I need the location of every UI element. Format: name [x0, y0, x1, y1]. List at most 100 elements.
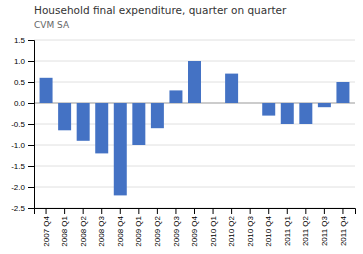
bar: [281, 103, 294, 124]
x-tick-label: 2008 Q2: [79, 215, 88, 246]
y-tick-label: 0.0: [14, 99, 26, 108]
x-tick-line: [268, 208, 269, 214]
x-tick-line: [287, 208, 288, 214]
x-tick-line: [213, 208, 214, 214]
y-tick: -1.5: [11, 162, 34, 171]
bar: [207, 103, 220, 104]
y-axis: -2.5 -2.0 -1.5 -1.0 -0.5 0.0 0.5 1.0 1.5: [11, 36, 34, 213]
x-tick-line: [46, 208, 47, 214]
x-tick: 2010 Q1: [209, 208, 218, 247]
bar: [225, 74, 238, 103]
bar: [262, 103, 275, 116]
bar: [77, 103, 90, 141]
y-tick-line: [28, 208, 34, 209]
x-tick-line: [231, 208, 232, 214]
grid-line: [34, 40, 355, 41]
y-tick-line: [28, 166, 34, 167]
bar: [40, 78, 53, 103]
y-tick-label: -2.0: [11, 183, 25, 192]
x-tick-label: 2010 Q1: [209, 215, 218, 246]
x-tick-label: 2010 Q2: [227, 215, 236, 246]
y-tick-label: -1.0: [11, 141, 25, 150]
x-tick-label: 2011 Q1: [283, 215, 292, 246]
y-tick: -1.0: [11, 141, 34, 150]
x-tick-label: 2009 Q3: [172, 215, 181, 246]
x-tick: 2011 Q1: [283, 208, 292, 246]
x-tick: 2009 Q3: [172, 208, 181, 247]
x-tick-label: 2011 Q2: [301, 215, 310, 246]
x-tick-label: 2009 Q4: [190, 215, 199, 246]
chart-title: Household final expenditure, quarter on …: [34, 4, 287, 16]
y-tick: 0.0: [14, 99, 34, 108]
y-tick-label: -2.5: [11, 204, 25, 213]
y-tick-label: 1.5: [14, 36, 26, 45]
x-tick: 2011 Q2: [301, 208, 310, 246]
x-tick-line: [175, 208, 176, 214]
y-tick-line: [28, 40, 34, 41]
x-tick-line: [250, 208, 251, 214]
y-tick: 0.5: [14, 78, 34, 87]
x-tick-line: [120, 208, 121, 214]
grid: [34, 40, 355, 208]
x-tick: 2008 Q2: [79, 208, 88, 247]
x-tick: 2009 Q1: [134, 208, 143, 247]
x-tick-label: 2009 Q2: [153, 215, 162, 246]
y-tick: -2.0: [11, 183, 34, 192]
y-tick-line: [28, 145, 34, 146]
y-tick-line: [28, 124, 34, 125]
x-tick: 2011 Q4: [338, 208, 347, 246]
x-tick-label: 2008 Q3: [97, 215, 106, 246]
x-tick-label: 2009 Q1: [134, 215, 143, 246]
x-tick: 2008 Q4: [116, 208, 125, 247]
bar: [169, 90, 182, 103]
y-tick-line: [28, 103, 34, 104]
y-tick-line: [28, 187, 34, 188]
grid-line: [34, 166, 355, 167]
x-tick: 2009 Q2: [153, 208, 162, 247]
y-tick-label: -0.5: [11, 120, 25, 129]
x-tick: 2009 Q4: [190, 208, 199, 247]
y-tick-line: [28, 82, 34, 83]
bar: [244, 103, 257, 104]
x-tick: 2007 Q4: [42, 208, 51, 247]
y-tick: -0.5: [11, 120, 34, 129]
y-tick-label: 0.5: [14, 78, 26, 87]
y-tick: 1.0: [14, 57, 34, 66]
chart-container: Household final expenditure, quarter on …: [0, 0, 363, 254]
bar: [95, 103, 108, 153]
x-tick-line: [83, 208, 84, 214]
y-tick-line: [28, 61, 34, 62]
bars: [40, 61, 350, 195]
y-tick: 1.5: [14, 36, 34, 45]
x-tick: 2008 Q3: [97, 208, 106, 247]
x-tick: 2010 Q2: [227, 208, 236, 247]
y-tick-label: -1.5: [11, 162, 25, 171]
grid-line: [34, 145, 355, 146]
bar: [299, 103, 312, 124]
x-tick: 2010 Q4: [264, 208, 273, 247]
x-tick: 2011 Q3: [320, 208, 329, 246]
chart-svg: Household final expenditure, quarter on …: [0, 0, 363, 254]
bar: [151, 103, 164, 128]
x-tick: 2010 Q3: [246, 208, 255, 247]
x-axis: 2007 Q4 2008 Q1 2008 Q2 2008 Q3 2008 Q4 2009 …: [35, 208, 356, 247]
x-tick-line: [64, 208, 65, 214]
x-tick-label: 2010 Q3: [246, 215, 255, 246]
bar: [336, 82, 349, 103]
x-tick-line: [138, 208, 139, 214]
x-tick-label: 2008 Q4: [116, 215, 125, 246]
x-tick-line: [324, 208, 325, 214]
x-axis-line: [35, 209, 356, 215]
bar: [58, 103, 71, 130]
x-tick-line: [157, 208, 158, 214]
x-tick-label: 2011 Q4: [338, 215, 347, 246]
bar: [188, 61, 201, 103]
y-tick-label: 1.0: [14, 57, 26, 66]
plot-area: -2.5-2.0-1.5-1.0-0.50.00.51.01.52007 Q42…: [11, 36, 355, 247]
y-axis-line: [28, 41, 35, 209]
x-tick-label: 2011 Q3: [320, 215, 329, 246]
x-tick-label: 2008 Q1: [60, 215, 69, 246]
y-tick: -2.5: [11, 204, 34, 213]
x-tick-line: [101, 208, 102, 214]
x-tick: 2008 Q1: [60, 208, 69, 247]
